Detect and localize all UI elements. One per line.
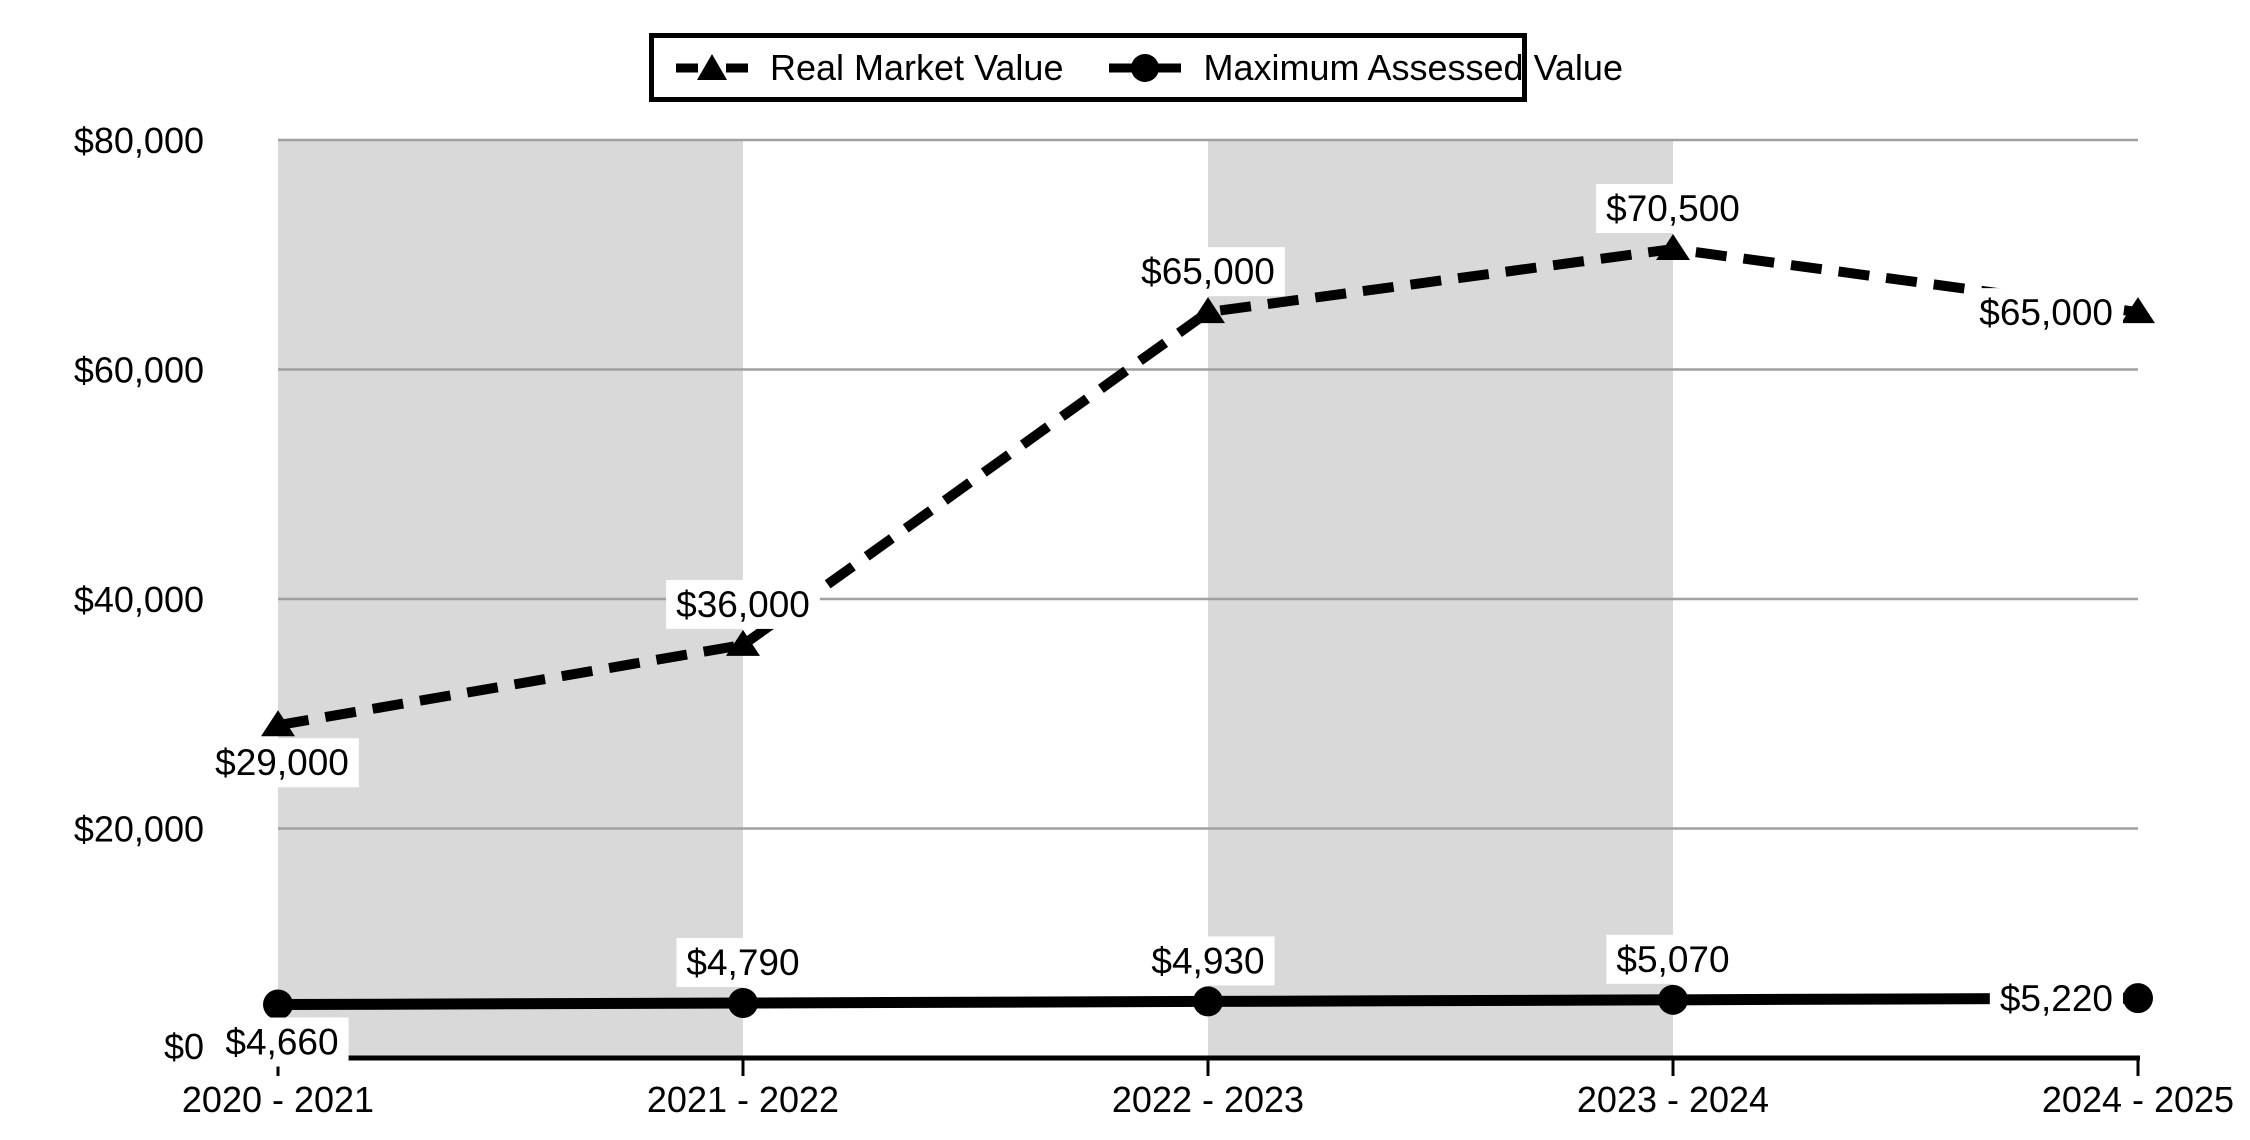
marker-circle-icon — [2123, 983, 2153, 1014]
marker-triangle-icon — [2121, 297, 2155, 324]
data-label: $5,220 — [2000, 978, 2113, 1019]
x-axis-category-label: 2020 - 2021 — [182, 1079, 374, 1120]
y-axis-tick-label: $60,000 — [74, 350, 204, 391]
data-label-bg — [215, 1017, 349, 1067]
y-axis-tick-label: $80,000 — [74, 120, 204, 161]
data-label: $36,000 — [676, 584, 810, 625]
legend-label-real-market-value: Real Market Value — [770, 46, 1064, 88]
marker-circle-icon — [263, 989, 293, 1020]
data-label-bg — [1989, 974, 2123, 1024]
data-label: $29,000 — [215, 742, 349, 783]
marker-triangle-icon — [1191, 297, 1225, 324]
solid-line-circle-icon — [1109, 53, 1182, 82]
x-axis-category-label: 2021 - 2022 — [647, 1079, 839, 1120]
x-axis-category-label: 2024 - 2025 — [2042, 1079, 2234, 1120]
y-axis-tick-label: $0 — [164, 1026, 204, 1067]
marker-circle-icon — [1193, 986, 1223, 1017]
marker-triangle-icon — [1656, 234, 1690, 261]
marker-triangle-icon — [261, 710, 295, 737]
data-label: $4,790 — [686, 942, 799, 983]
data-label-bg — [1131, 247, 1285, 297]
data-label: $4,930 — [1151, 940, 1264, 981]
legend-label-maximum-assessed-value: Maximum Assessed Value — [1203, 46, 1623, 88]
data-label: $65,000 — [1979, 292, 2113, 333]
chart-legend: Real Market Value Maximum Assessed Value — [649, 33, 1623, 102]
x-axis-category-label: 2022 - 2023 — [1112, 1079, 1304, 1120]
dashed-line-triangle-icon — [676, 53, 748, 80]
marker-circle-icon — [728, 988, 758, 1019]
x-axis-category-label: 2023 - 2024 — [1577, 1079, 1769, 1120]
data-label: $5,070 — [1616, 939, 1729, 980]
y-axis-tick-label: $20,000 — [74, 809, 204, 850]
marker-circle-icon — [1658, 984, 1688, 1015]
data-label: $4,660 — [225, 1022, 338, 1063]
data-label-bg — [1969, 288, 2123, 338]
data-label-bg — [1596, 184, 1750, 234]
marker-triangle-icon — [726, 629, 760, 656]
data-label: $70,500 — [1606, 188, 1740, 229]
data-label-bg — [666, 579, 820, 629]
data-label-bg — [676, 938, 810, 988]
legend-item-maximum-assessed-value: Maximum Assessed Value — [1109, 47, 1623, 89]
series-line-rmv — [277, 243, 2139, 731]
legend-item-real-market-value: Real Market Value — [676, 47, 1063, 89]
y-axis-tick-label: $40,000 — [74, 579, 204, 620]
data-label-bg — [1141, 936, 1275, 986]
data-label-bg — [1606, 934, 1740, 984]
data-label: $65,000 — [1141, 251, 1275, 292]
data-label-bg — [205, 738, 359, 788]
